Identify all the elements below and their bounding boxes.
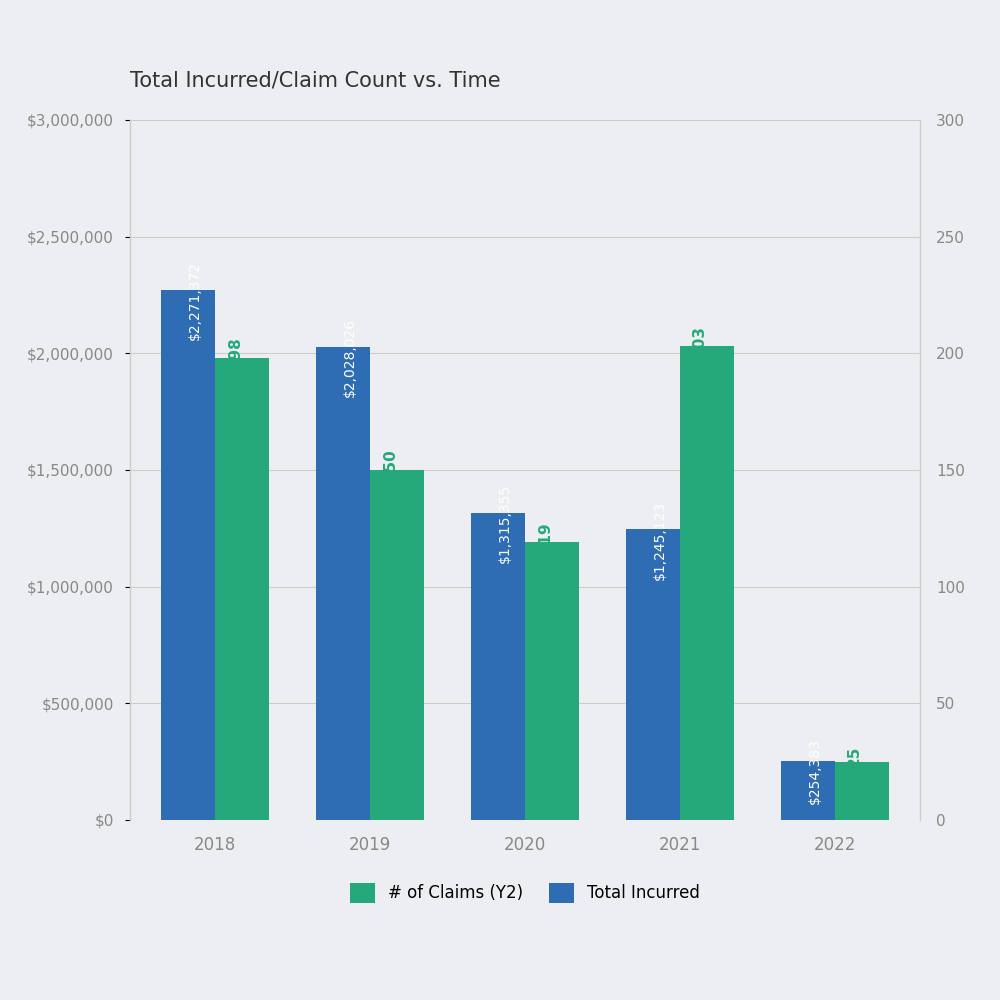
Bar [215, 358, 269, 820]
Bar [316, 347, 370, 820]
Bar [161, 290, 215, 820]
Text: 119: 119 [537, 521, 552, 553]
Bar [370, 470, 424, 820]
Bar [835, 762, 889, 820]
Legend: # of Claims (Y2), Total Incurred: # of Claims (Y2), Total Incurred [344, 876, 706, 910]
Bar [626, 529, 680, 820]
Bar [781, 761, 835, 820]
Text: $2,028,026: $2,028,026 [343, 318, 357, 397]
Bar [680, 346, 734, 820]
Text: $2,271,372: $2,271,372 [188, 261, 202, 340]
Text: 198: 198 [227, 337, 242, 368]
Text: $254,383: $254,383 [808, 738, 822, 804]
Text: Total Incurred/Claim Count vs. Time: Total Incurred/Claim Count vs. Time [130, 71, 501, 91]
Bar [525, 542, 579, 820]
Text: 150: 150 [382, 449, 397, 480]
Text: 25: 25 [847, 745, 862, 767]
Text: $1,315,355: $1,315,355 [498, 484, 512, 563]
Text: 203: 203 [692, 325, 707, 357]
Text: $1,245,123: $1,245,123 [653, 500, 667, 580]
Bar [471, 513, 525, 820]
